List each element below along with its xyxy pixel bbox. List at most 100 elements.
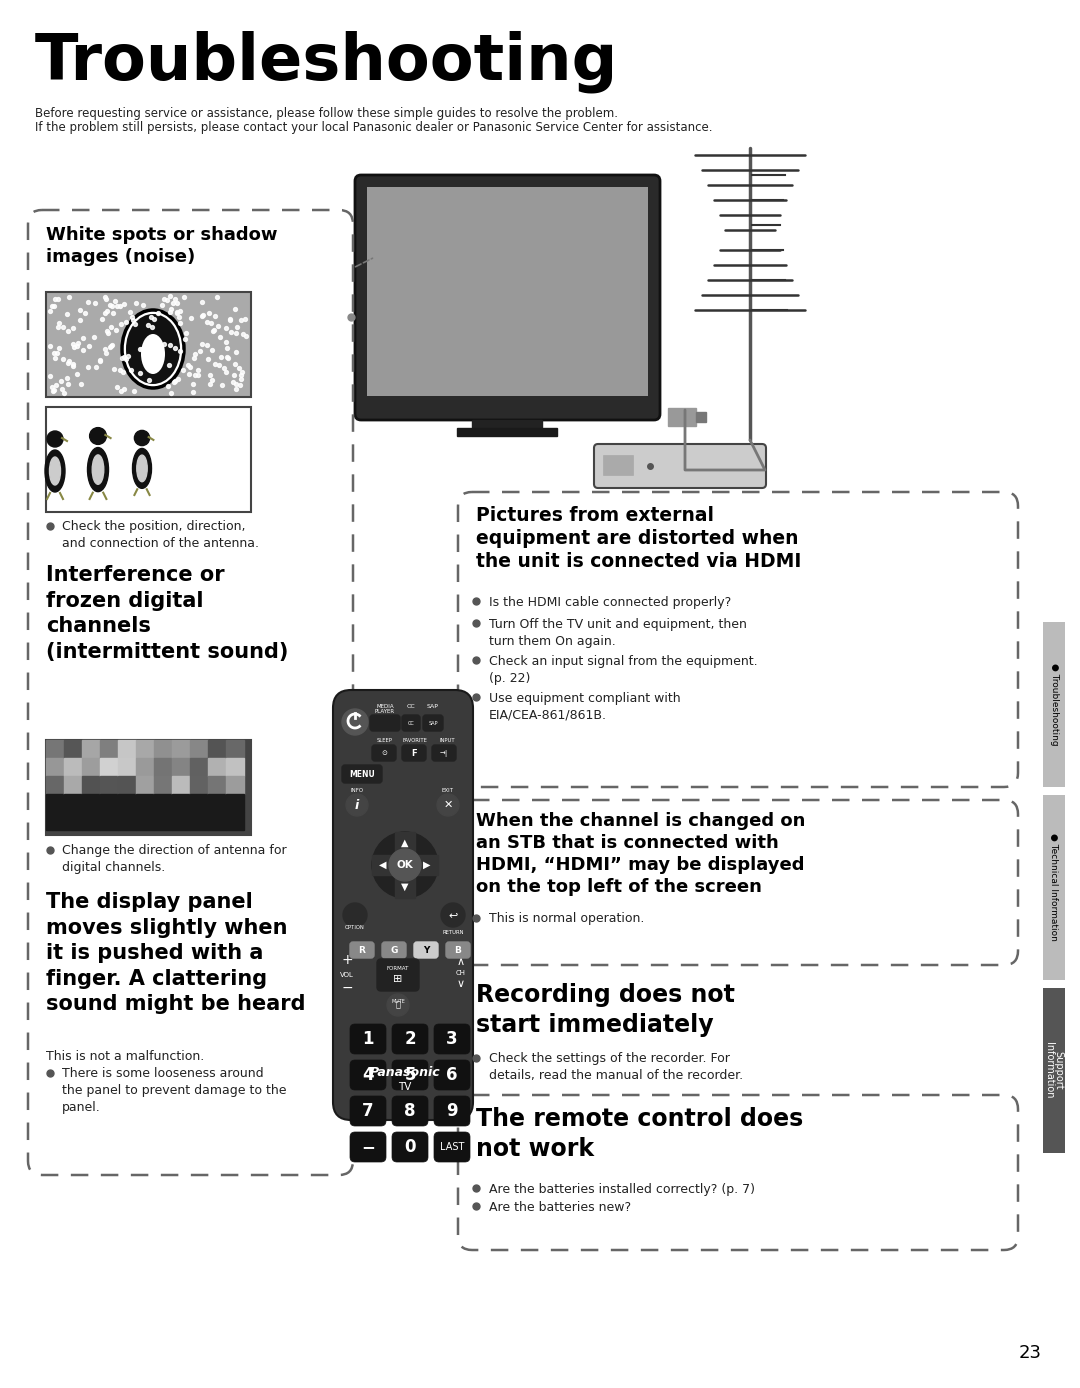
Text: The display panel
moves slightly when
it is pushed with a
finger. A clattering
s: The display panel moves slightly when it… [46, 892, 306, 1015]
Bar [136, 812, 154, 830]
Text: F: F [411, 748, 417, 758]
Text: CC: CC [407, 720, 415, 726]
Circle shape [343, 904, 367, 927]
Text: ● Troubleshooting: ● Troubleshooting [1050, 662, 1058, 745]
FancyBboxPatch shape [414, 942, 438, 958]
Circle shape [387, 994, 409, 1016]
Text: If the problem still persists, please contact your local Panasonic dealer or Pan: If the problem still persists, please co… [35, 121, 713, 135]
Bar [457, 428, 557, 436]
Text: INPUT: INPUT [440, 738, 455, 743]
Bar [154, 776, 172, 794]
Bar [136, 758, 154, 776]
Text: FAVORITE: FAVORITE [403, 738, 428, 743]
Text: ∨: ∨ [457, 979, 465, 990]
Ellipse shape [90, 428, 107, 444]
Bar [603, 455, 633, 475]
Bar [136, 794, 154, 812]
Bar [82, 758, 100, 776]
Bar [118, 776, 136, 794]
Text: OPTION: OPTION [346, 924, 365, 930]
FancyBboxPatch shape [377, 959, 419, 991]
Ellipse shape [87, 447, 108, 491]
Text: VOL: VOL [340, 972, 354, 979]
Bar [1043, 622, 1065, 787]
Text: CC: CC [407, 704, 416, 709]
Text: Before requesting service or assistance, please follow these simple guides to re: Before requesting service or assistance,… [35, 107, 618, 119]
FancyBboxPatch shape [434, 1133, 470, 1162]
Bar [118, 740, 136, 758]
Bar [100, 794, 118, 812]
Text: ↩: ↩ [448, 911, 458, 920]
Text: Check the settings of the recorder. For
details, read the manual of the recorder: Check the settings of the recorder. For … [489, 1052, 743, 1083]
Bar [172, 794, 190, 812]
Text: When the channel is changed on
an STB that is connected with
HDMI, “HDMI” may be: When the channel is changed on an STB th… [476, 812, 806, 895]
Bar [100, 740, 118, 758]
FancyBboxPatch shape [434, 1060, 470, 1090]
Ellipse shape [48, 432, 63, 447]
FancyBboxPatch shape [434, 1024, 470, 1053]
Bar [208, 740, 226, 758]
Text: 3: 3 [446, 1030, 458, 1048]
Text: 0: 0 [404, 1138, 416, 1156]
Text: Y: Y [422, 945, 429, 955]
Bar [172, 776, 190, 794]
Text: Check an input signal from the equipment.
(p. 22): Check an input signal from the equipment… [489, 655, 758, 684]
Text: Recording does not
start immediately: Recording does not start immediately [476, 983, 734, 1037]
FancyBboxPatch shape [392, 1024, 428, 1053]
Text: 6: 6 [446, 1066, 458, 1084]
Text: Change the direction of antenna for
digital channels.: Change the direction of antenna for digi… [62, 844, 286, 874]
Text: ▲: ▲ [402, 838, 408, 848]
FancyBboxPatch shape [342, 765, 382, 783]
Text: Interference or
frozen digital
channels
(intermittent sound): Interference or frozen digital channels … [46, 565, 288, 662]
Bar [46, 291, 251, 397]
Bar [226, 758, 244, 776]
FancyBboxPatch shape [423, 715, 443, 731]
Ellipse shape [92, 455, 104, 484]
Text: The remote control does
not work: The remote control does not work [476, 1108, 804, 1160]
Bar [154, 758, 172, 776]
Bar [100, 776, 118, 794]
Bar [46, 740, 251, 836]
Text: 🔇: 🔇 [395, 1001, 401, 1009]
Circle shape [346, 794, 368, 816]
Text: 9: 9 [446, 1102, 458, 1120]
Bar [226, 794, 244, 812]
Bar [64, 776, 82, 794]
Bar [208, 812, 226, 830]
Text: Troubleshooting: Troubleshooting [35, 31, 619, 93]
Text: ⊙: ⊙ [381, 750, 387, 756]
Text: MUTE: MUTE [391, 999, 405, 1004]
FancyBboxPatch shape [350, 1024, 386, 1053]
Bar [226, 812, 244, 830]
Bar [46, 776, 64, 794]
Ellipse shape [122, 310, 184, 389]
Circle shape [372, 831, 438, 898]
Ellipse shape [45, 450, 65, 491]
Text: ▶: ▶ [423, 861, 431, 870]
Text: There is some looseness around
the panel to prevent damage to the
panel.: There is some looseness around the panel… [62, 1067, 286, 1115]
Bar [172, 758, 190, 776]
Text: Use equipment compliant with
EIA/CEA-861/861B.: Use equipment compliant with EIA/CEA-861… [489, 693, 680, 722]
Text: This is normal operation.: This is normal operation. [489, 912, 645, 924]
Ellipse shape [134, 430, 150, 446]
Text: OK: OK [396, 861, 414, 870]
Text: SLEEP: SLEEP [377, 738, 393, 743]
Bar [118, 812, 136, 830]
Ellipse shape [137, 455, 147, 482]
Text: MEDIA
PLAYER: MEDIA PLAYER [375, 704, 395, 715]
Bar [82, 794, 100, 812]
Text: RETURN: RETURN [442, 930, 463, 936]
Bar [208, 776, 226, 794]
Text: ✕: ✕ [443, 799, 453, 811]
Bar [1043, 795, 1065, 980]
FancyBboxPatch shape [350, 1060, 386, 1090]
Text: ⊞: ⊞ [393, 974, 403, 984]
FancyBboxPatch shape [392, 1060, 428, 1090]
Text: Support
Information: Support Information [1044, 1042, 1064, 1098]
Ellipse shape [50, 457, 60, 484]
Text: 5: 5 [404, 1066, 416, 1084]
FancyBboxPatch shape [372, 745, 396, 761]
Text: ▼: ▼ [402, 881, 408, 892]
Text: EXIT: EXIT [442, 788, 454, 793]
Bar [64, 758, 82, 776]
